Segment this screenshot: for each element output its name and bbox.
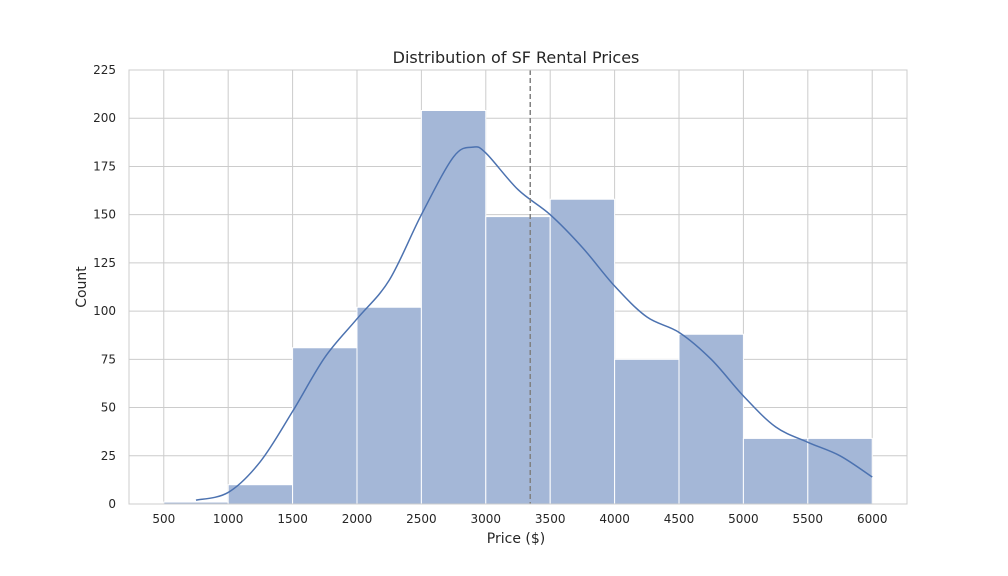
x-tick-label-4500: 4500 xyxy=(664,512,695,526)
x-tick-label-1500: 1500 xyxy=(277,512,308,526)
histogram-bar-2000-2500 xyxy=(356,306,422,505)
histogram-bars xyxy=(163,110,873,505)
histogram-bar-4500-5000 xyxy=(678,333,744,505)
y-tick-label-150: 150 xyxy=(93,208,116,222)
x-axis-title: Price ($) xyxy=(487,531,545,547)
x-tick-label-3500: 3500 xyxy=(535,512,566,526)
x-tick-label-2500: 2500 xyxy=(406,512,437,526)
histogram-bar-2500-3000 xyxy=(420,110,487,505)
y-tick-label-100: 100 xyxy=(93,304,116,318)
x-tick-label-6000: 6000 xyxy=(857,512,888,526)
histogram-bar-5000-5500 xyxy=(742,437,809,505)
y-axis-title: Count xyxy=(74,266,90,308)
x-tick-labels: 500 1000 1500 2000 2500 3000 3500 4000 4500 5000 5… xyxy=(152,512,887,526)
x-tick-label-3000: 3000 xyxy=(471,512,502,526)
y-tick-label-0: 0 xyxy=(108,497,116,511)
y-tick-label-25: 25 xyxy=(101,449,116,463)
kde-curve-layer xyxy=(195,146,873,501)
histogram-bar-1500-2000 xyxy=(292,347,358,505)
x-tick-label-5500: 5500 xyxy=(793,512,824,526)
y-tick-label-125: 125 xyxy=(93,256,116,270)
x-tick-label-4000: 4000 xyxy=(599,512,630,526)
histogram-bar-3000-3500 xyxy=(485,216,551,505)
histogram-bar-5500-6000 xyxy=(807,437,873,505)
y-tick-label-200: 200 xyxy=(93,111,116,125)
y-tick-label-75: 75 xyxy=(101,352,116,366)
y-tick-label-225: 225 xyxy=(93,63,116,77)
x-tick-label-500: 500 xyxy=(152,512,175,526)
x-tick-label-5000: 5000 xyxy=(728,512,759,526)
x-tick-label-1000: 1000 xyxy=(213,512,244,526)
histogram-bar-1000-1500 xyxy=(227,484,294,505)
chart-title: Distribution of SF Rental Prices xyxy=(393,48,640,67)
kde-curve xyxy=(195,146,873,501)
y-tick-label-50: 50 xyxy=(101,401,116,415)
x-tick-label-2000: 2000 xyxy=(342,512,373,526)
y-tick-label-175: 175 xyxy=(93,159,116,173)
histogram-bar-3500-4000 xyxy=(549,198,616,505)
histogram-bar-4000-4500 xyxy=(614,358,680,505)
y-tick-labels: 0 25 50 75 100 125 150 175 200 225 xyxy=(93,63,116,511)
plot-frame xyxy=(128,69,908,505)
